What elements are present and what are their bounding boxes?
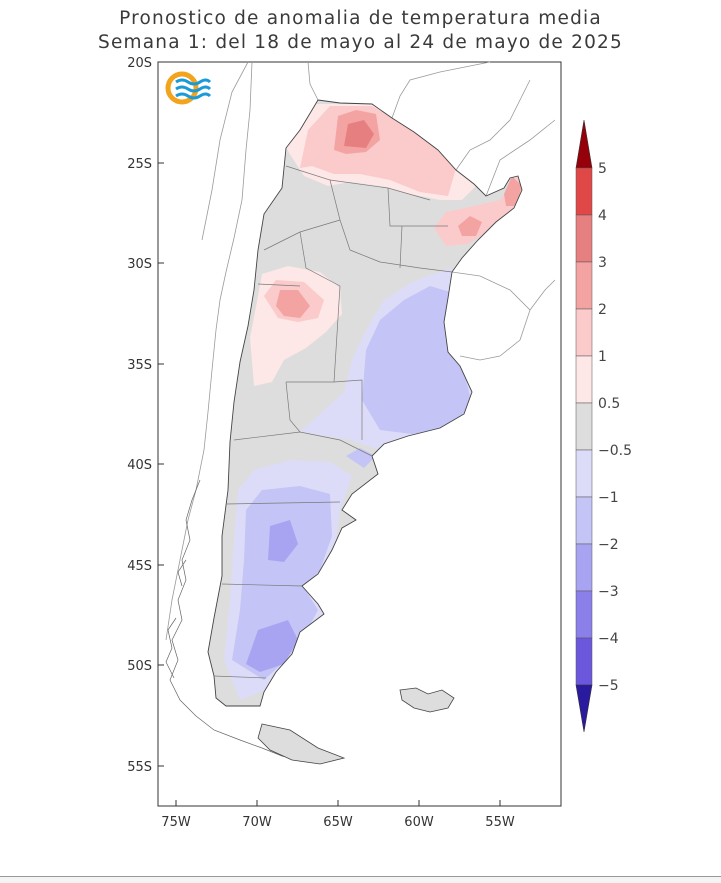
colorbar-label: 4 — [598, 208, 607, 224]
cold-anomaly-patagonia-3 — [246, 620, 298, 672]
window-bottom-edge — [0, 876, 721, 883]
colorbar-cell — [575, 308, 593, 357]
warm-anomaly-northeast-2 — [458, 216, 482, 236]
lat-label: 55S — [127, 760, 152, 775]
lat-label: 40S — [127, 458, 152, 473]
lat-label: 20S — [127, 56, 152, 71]
colorbar-top-arrow — [575, 119, 593, 169]
lon-label: 75W — [161, 815, 191, 830]
colorbar-label: 2 — [598, 302, 607, 318]
chile-coast — [165, 479, 321, 763]
cold-anomaly-patagonia-2 — [268, 520, 298, 562]
lon-label: 65W — [323, 815, 353, 830]
colorbar-cell — [575, 402, 593, 451]
colorbar-cell — [575, 496, 593, 545]
lon-labels: 75W 70W 65W 60W 55W — [161, 815, 515, 830]
map-title: Pronostico de anomalia de temperatura me… — [119, 8, 602, 29]
colorbar-label: −4 — [598, 631, 619, 647]
colorbar: 5 4 3 2 1 0.5 −0.5 −1 −2 −3 −4 −5 — [575, 119, 632, 733]
colorbar-cell — [575, 355, 593, 404]
colorbar-bottom-arrow — [575, 684, 593, 733]
lon-label: 60W — [404, 815, 434, 830]
lon-label: 70W — [242, 815, 272, 830]
lat-labels: 20S 25S 30S 35S 40S 45S 50S 55S — [127, 56, 152, 775]
lat-ticks — [158, 61, 164, 767]
smn-logo-icon — [165, 71, 212, 105]
lat-label: 45S — [127, 559, 152, 574]
colorbar-cell — [575, 637, 593, 686]
colorbar-cell — [575, 214, 593, 263]
lon-label: 55W — [485, 815, 515, 830]
lat-label: 50S — [127, 659, 152, 674]
warm-anomaly-northeast-1 — [504, 176, 522, 206]
argentina-outline — [207, 99, 523, 707]
colorbar-cell — [575, 590, 593, 639]
lat-label: 35S — [127, 358, 152, 373]
colorbar-cell — [575, 167, 593, 216]
map-subtitle: Semana 1: del 18 de mayo al 24 de mayo d… — [98, 32, 623, 53]
neighbor-borders — [165, 61, 556, 641]
colorbar-cell — [575, 261, 593, 310]
lat-label: 25S — [127, 157, 152, 172]
province-borders — [213, 165, 453, 679]
colorbar-cell — [575, 449, 593, 498]
tierra-del-fuego — [257, 723, 346, 765]
warm-anomaly-cuyo-2 — [276, 290, 310, 318]
colorbar-label: 3 — [598, 255, 607, 271]
colorbar-label: −5 — [598, 678, 619, 694]
colorbar-cell — [575, 543, 593, 592]
cold-anomaly-patagonia-1 — [232, 486, 332, 680]
colorbar-label: 5 — [598, 161, 607, 177]
warm-anomaly-north-3 — [344, 120, 374, 148]
lat-label: 30S — [127, 257, 152, 272]
malvinas-islands — [399, 687, 455, 713]
lon-ticks — [175, 800, 501, 806]
warm-anomaly-northeast — [434, 176, 522, 246]
cold-anomaly-east-2 — [346, 448, 376, 468]
colorbar-label: 1 — [598, 349, 607, 365]
colorbar-label: 0.5 — [598, 396, 620, 412]
colorbar-label: −3 — [598, 584, 619, 600]
colorbar-label: −1 — [598, 490, 619, 506]
colorbar-label: −2 — [598, 537, 619, 553]
colorbar-label: −0.5 — [598, 443, 632, 459]
